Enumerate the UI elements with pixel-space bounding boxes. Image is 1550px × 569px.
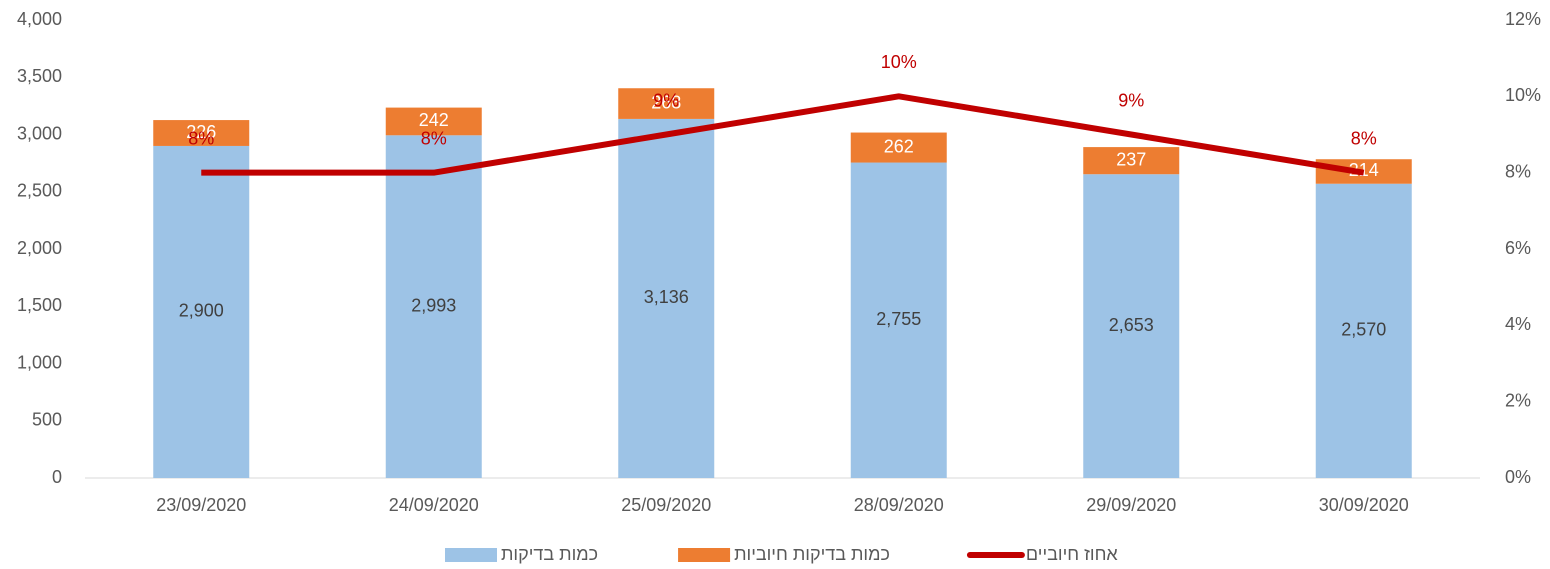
data-label: 8% [188, 128, 214, 148]
bar [1083, 174, 1180, 478]
data-label: 9% [653, 90, 679, 110]
bar [618, 118, 715, 478]
data-label: 2,900 [179, 301, 224, 321]
bar [385, 135, 482, 478]
bar [385, 107, 482, 136]
y-tick-label: 2,500 [17, 181, 62, 201]
legend-label: אחוז חיוביים [1026, 544, 1119, 564]
bar [618, 88, 715, 119]
bar [1315, 183, 1412, 479]
y-tick-label: 3,000 [17, 123, 62, 143]
data-label: 237 [1116, 149, 1146, 169]
data-label: 2,755 [876, 309, 921, 329]
bar [153, 145, 250, 478]
bar [850, 162, 947, 479]
data-label: 262 [884, 136, 914, 156]
y-tick-label: 500 [32, 410, 62, 430]
y-tick-label: 1,500 [17, 295, 62, 315]
y-tick-label: 4% [1505, 314, 1531, 334]
data-label: 268 [651, 92, 681, 112]
x-tick-label: 23/09/2020 [156, 495, 246, 515]
x-tick-label: 28/09/2020 [854, 495, 944, 515]
data-label: 2,653 [1109, 315, 1154, 335]
y-tick-label: 4,000 [17, 9, 62, 29]
data-label: 9% [1118, 90, 1144, 110]
data-label: 226 [186, 122, 216, 142]
y-tick-label: 0% [1505, 467, 1531, 487]
legend-label: כמות בדיקות חיוביות [734, 544, 890, 564]
bar [850, 132, 947, 163]
bar [153, 120, 250, 146]
data-label: 8% [1351, 128, 1377, 148]
y-tick-label: 8% [1505, 161, 1531, 181]
y-tick-label: 2% [1505, 390, 1531, 410]
legend-label: כמות בדיקות [501, 544, 598, 564]
x-tick-label: 29/09/2020 [1086, 495, 1176, 515]
y-tick-label: 3,500 [17, 66, 62, 86]
data-label: 10% [881, 52, 917, 72]
y-tick-label: 10% [1505, 85, 1541, 105]
data-label: 3,136 [644, 287, 689, 307]
legend-swatch [678, 548, 731, 562]
bar [1083, 147, 1180, 175]
y-tick-label: 6% [1505, 238, 1531, 258]
y-tick-label: 0 [52, 467, 62, 487]
data-label: 2,993 [411, 295, 456, 315]
x-tick-label: 25/09/2020 [621, 495, 711, 515]
x-tick-label: 24/09/2020 [389, 495, 479, 515]
x-tick-label: 30/09/2020 [1319, 495, 1409, 515]
data-label: 2,570 [1341, 320, 1386, 340]
data-label: 242 [419, 110, 449, 130]
y-tick-label: 1,000 [17, 352, 62, 372]
y-tick-label: 12% [1505, 9, 1541, 29]
line [201, 93, 1365, 176]
y-tick-label: 2,000 [17, 238, 62, 258]
legend-swatch [445, 548, 497, 562]
data-label: 8% [421, 128, 447, 148]
